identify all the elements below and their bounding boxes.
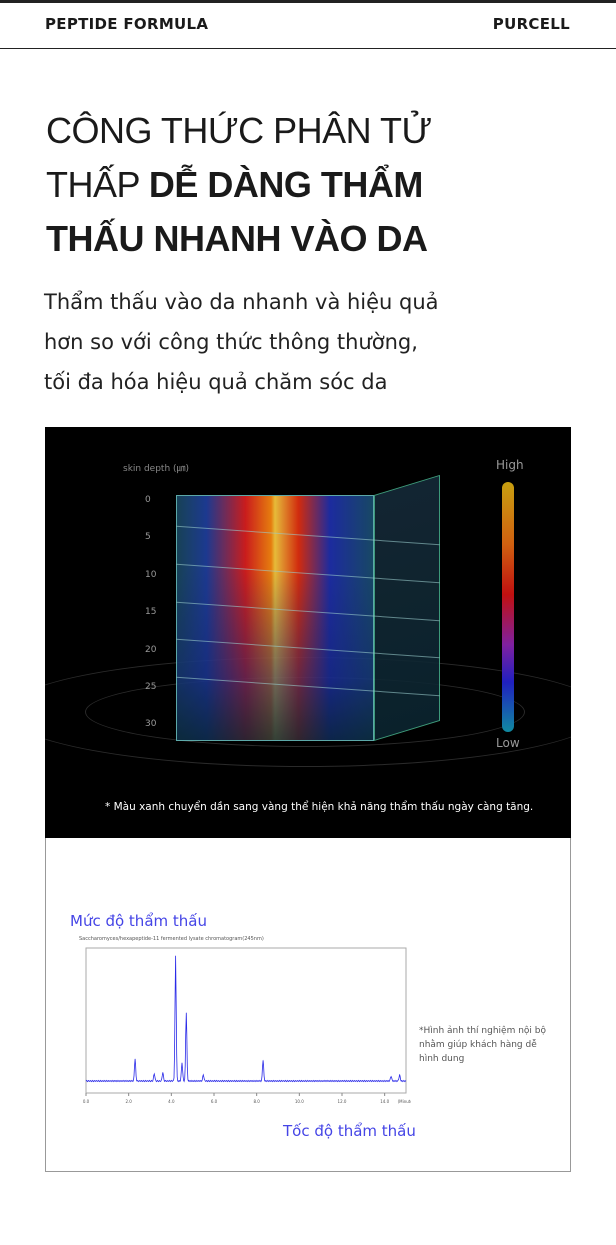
side-note: *Hình ảnh thí nghiệm nội bộ nhằm giúp kh… (419, 1026, 546, 1064)
subtitle-line: hơn so với công thức thông thường, (44, 330, 418, 354)
header-divider (0, 48, 616, 49)
chart-caption: Saccharomyces/hexapeptide-11 fermented l… (79, 936, 264, 942)
x-tick-label: 10.0 (295, 1099, 304, 1104)
x-tick-label: 12.0 (338, 1099, 347, 1104)
headline-line3-bold: THẤU NHANH VÀO DA (46, 218, 428, 259)
headline-line1: CÔNG THỨC PHÂN TỬ (46, 110, 432, 151)
x-tick-label: 6.0 (211, 1099, 218, 1104)
x-tick-label: 4.0 (168, 1099, 175, 1104)
chart-title: Mức độ thẩm thấu (70, 912, 207, 930)
color-scale-bar (502, 482, 514, 732)
x-tick-label: 0.0 (83, 1099, 90, 1104)
x-unit-label: (Minute) (398, 1099, 411, 1104)
depth-tick: 30 (145, 719, 157, 729)
subtitle-line: tối đa hóa hiệu quả chăm sóc da (44, 370, 388, 394)
skin-penetration-heatmap: skin depth (㎛) 0 5 10 15 20 25 30 High L… (45, 427, 571, 838)
x-tick-label: 2.0 (125, 1099, 132, 1104)
header-left: PEPTIDE FORMULA (45, 15, 209, 33)
header-brand: PURCELL (492, 15, 570, 33)
scale-low-label: Low (496, 736, 520, 750)
headline-line2-bold: DỄ DÀNG THẨM (148, 164, 423, 205)
skin-cube-side (374, 474, 440, 741)
chromatogram-panel: Mức độ thẩm thấu Saccharomyces/hexapepti… (45, 838, 571, 1172)
depth-axis-label: skin depth (㎛) (123, 464, 190, 474)
depth-tick: 20 (145, 645, 157, 655)
x-tick-label: 14.0 (380, 1099, 389, 1104)
scale-high-label: High (496, 458, 524, 472)
depth-tick: 10 (145, 570, 157, 580)
plot-frame (85, 947, 407, 1094)
depth-tick: 0 (145, 495, 151, 505)
top-border (0, 0, 616, 3)
x-tick-label: 8.0 (253, 1099, 260, 1104)
depth-tick: 5 (145, 532, 151, 542)
depth-tick: 25 (145, 682, 157, 692)
chromatogram-line (85, 955, 407, 1083)
x-axis-label: Tốc độ thẩm thấu (283, 1122, 416, 1140)
chromatogram-chart: 0.0 2.0 4.0 6.0 8.0 10.0 12.0 14.0 (Minute) (83, 947, 411, 1104)
headline-line2-light: THẤP (46, 164, 149, 205)
subtitle: Thẩm thấu vào da nhanh và hiệu quả hơn s… (44, 282, 439, 402)
subtitle-line: Thẩm thấu vào da nhanh và hiệu quả (44, 290, 439, 314)
heatmap-note: * Màu xanh chuyển dần sang vàng thể hiện… (105, 801, 534, 813)
headline: CÔNG THỨC PHÂN TỬ THẤP DỄ DÀNG THẨM THẤU… (46, 104, 432, 266)
depth-tick: 15 (145, 607, 157, 617)
